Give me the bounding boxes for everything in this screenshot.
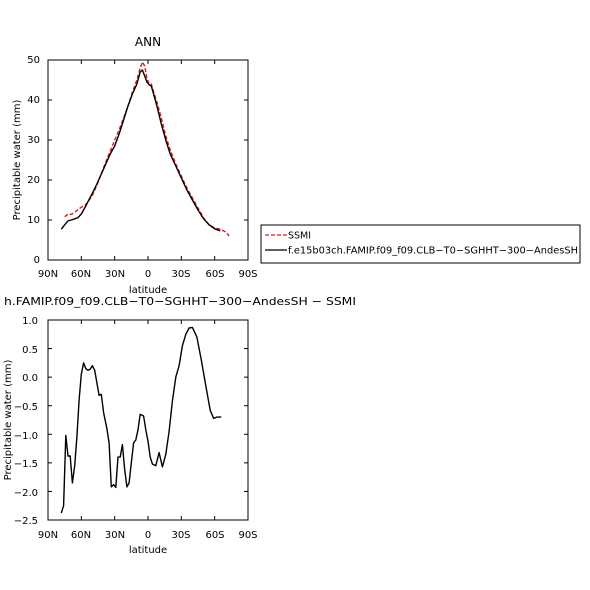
bottom-y-tick-label: 1.0 xyxy=(22,316,38,327)
top-x-tick-label: 90N xyxy=(38,269,58,280)
bottom-x-tick-label: 60N xyxy=(71,530,91,541)
top-chart: ANN Precipitable water (mm) latitude 90N… xyxy=(12,35,258,296)
bottom-y-tick-label: −1.5 xyxy=(14,459,38,470)
bottom-x-tick-label: 90N xyxy=(38,530,58,541)
bottom-x-tick-label: 90S xyxy=(238,530,257,541)
bottom-x-tick-label: 30S xyxy=(171,530,190,541)
top-x-ticks: 90N 60N 30N 0 30S 60S 90S xyxy=(38,269,258,280)
bottom-y-ticks: −2.5 −2.0 −1.5 −1.0 −0.5 0.0 0.5 1.0 xyxy=(14,316,38,527)
top-x-tick-label: 30N xyxy=(105,269,125,280)
top-x-tick-label: 90S xyxy=(238,269,257,280)
bottom-y-axis-label: Precipitable water (mm) xyxy=(3,360,14,481)
legend-label-ssmi: SSMI xyxy=(288,231,311,242)
bottom-x-ticks: 90N 60N 30N 0 30S 60S 90S xyxy=(38,530,258,541)
top-y-tick-label: 10 xyxy=(27,215,40,226)
top-x-axis-label: latitude xyxy=(129,285,167,296)
legend-box xyxy=(260,224,581,264)
top-chart-title: ANN xyxy=(135,35,161,49)
bottom-plot-frame xyxy=(47,319,249,521)
top-x-tick-label: 60N xyxy=(71,269,91,280)
bottom-x-tick-label: 30N xyxy=(105,530,125,541)
top-plot-frame xyxy=(47,59,249,261)
bottom-y-tick-label: −2.0 xyxy=(14,488,38,499)
top-series-lines xyxy=(60,61,230,237)
top-y-tick-label: 50 xyxy=(27,55,40,66)
bottom-x-tick-label: 60S xyxy=(205,530,224,541)
top-x-tick-label: 60S xyxy=(205,269,224,280)
top-series-line-1 xyxy=(60,69,221,232)
bottom-y-tick-label: −0.5 xyxy=(14,402,38,413)
top-y-axis-label: Precipitable water (mm) xyxy=(12,100,23,221)
bottom-series-line-0 xyxy=(60,326,222,514)
bottom-y-tick-label: 0.5 xyxy=(22,345,38,356)
bottom-series-lines xyxy=(60,326,222,514)
bottom-chart: h.FAMIP.f09_f09.CLB−T0−SGHHT−300−AndesSH… xyxy=(3,295,356,556)
legend: SSMI f.e15b03ch.FAMIP.f09_f09.CLB−T0−SGH… xyxy=(260,224,581,264)
top-x-tick-label: 0 xyxy=(145,269,151,280)
bottom-x-axis-label: latitude xyxy=(129,545,167,556)
top-y-ticks: 0 10 20 30 40 50 xyxy=(27,55,40,266)
bottom-x-tick-label: 0 xyxy=(145,530,151,541)
bottom-y-tick-label: −1.0 xyxy=(14,431,38,442)
top-y-tick-label: 20 xyxy=(27,175,40,186)
top-x-tick-label: 30S xyxy=(171,269,190,280)
bottom-chart-title: h.FAMIP.f09_f09.CLB−T0−SGHHT−300−AndesSH… xyxy=(4,295,356,308)
bottom-y-tick-label: −2.5 xyxy=(14,516,38,527)
top-y-tick-label: 40 xyxy=(27,95,40,106)
bottom-y-tick-label: 0.0 xyxy=(22,373,38,384)
top-series-line-0 xyxy=(64,61,230,237)
top-y-tick-label: 30 xyxy=(27,135,40,146)
legend-label-model: f.e15b03ch.FAMIP.f09_f09.CLB−T0−SGHHT−30… xyxy=(288,246,578,257)
top-y-tick-label: 0 xyxy=(34,255,40,266)
